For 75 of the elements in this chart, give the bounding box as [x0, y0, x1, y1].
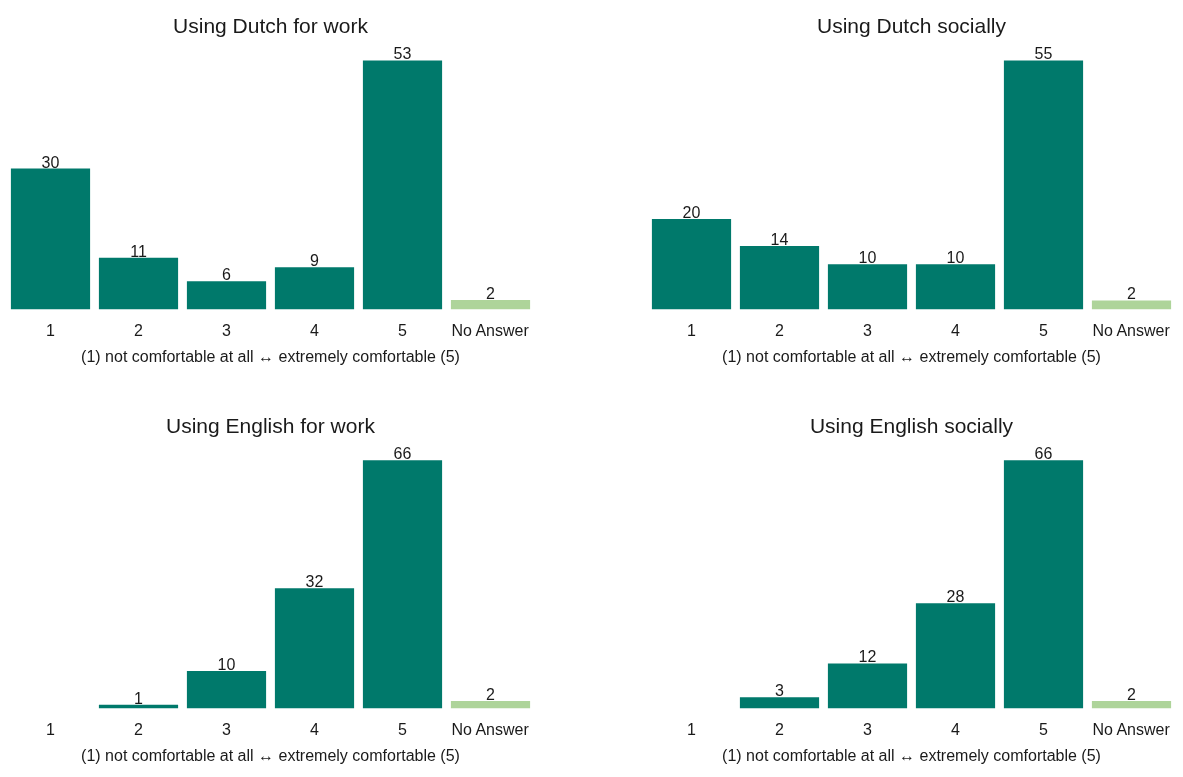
- bar: [1003, 460, 1084, 709]
- data-label: 11: [130, 242, 147, 260]
- data-label: 10: [858, 249, 877, 267]
- x-tick-label: 5: [398, 321, 408, 339]
- data-label: 66: [393, 445, 412, 463]
- x-tick-label: 4: [310, 321, 320, 339]
- x-tick-label: 2: [134, 321, 144, 339]
- chart-title: Using Dutch for work: [173, 13, 369, 37]
- bar: [450, 700, 531, 709]
- chart-title: Using English for work: [166, 413, 376, 437]
- x-axis-title: (1) not comfortable at all ↔ extremely comfortable (5): [81, 347, 460, 365]
- data-label: 32: [305, 573, 324, 591]
- bar: [10, 168, 91, 310]
- x-tick-label: 1: [687, 720, 697, 738]
- data-label: 55: [1034, 45, 1053, 63]
- x-tick-label: 5: [398, 720, 408, 738]
- data-label: 28: [946, 588, 965, 606]
- data-label: 9: [310, 252, 320, 270]
- x-tick-label: No Answer: [1092, 321, 1171, 339]
- x-axis-title: (1) not comfortable at all ↔ extremely comfortable (5): [722, 746, 1101, 764]
- bar: [186, 670, 267, 709]
- data-label: 2: [486, 685, 496, 703]
- bar: [651, 218, 732, 310]
- data-label: 14: [770, 231, 789, 249]
- bar: [915, 603, 996, 709]
- bar: [274, 267, 355, 310]
- x-tick-label: 1: [687, 321, 697, 339]
- data-label: 6: [222, 266, 232, 284]
- data-label: 66: [1034, 445, 1053, 463]
- chart-title: Using English socially: [809, 413, 1014, 437]
- bar: [450, 300, 531, 310]
- data-label: 20: [682, 203, 701, 221]
- bar: [274, 588, 355, 709]
- bar: [915, 264, 996, 310]
- x-tick-label: 2: [134, 720, 144, 738]
- data-label: 2: [486, 285, 496, 303]
- x-tick-label: 5: [1039, 321, 1049, 339]
- bar: [1003, 60, 1084, 310]
- data-label: 1: [134, 689, 144, 707]
- bar: [739, 246, 820, 310]
- bar: [362, 60, 443, 310]
- x-tick-label: 4: [951, 720, 961, 738]
- x-axis-title: (1) not comfortable at all ↔ extremely comfortable (5): [81, 746, 460, 764]
- data-label: 12: [858, 648, 877, 666]
- x-tick-label: No Answer: [1092, 720, 1171, 738]
- x-axis-title: (1) not comfortable at all ↔ extremely comfortable (5): [722, 347, 1101, 365]
- x-tick-label: No Answer: [451, 321, 530, 339]
- bar: [362, 460, 443, 709]
- x-tick-label: No Answer: [451, 720, 530, 738]
- x-tick-label: 4: [951, 321, 961, 339]
- x-tick-label: 1: [46, 321, 56, 339]
- data-label: 10: [217, 655, 236, 673]
- x-tick-label: 4: [310, 720, 320, 738]
- bar: [1091, 700, 1172, 709]
- x-tick-label: 3: [222, 321, 232, 339]
- data-label: 2: [1127, 685, 1137, 703]
- bar: [98, 257, 179, 310]
- x-tick-label: 5: [1039, 720, 1049, 738]
- data-label: 30: [41, 153, 60, 171]
- bar: [827, 264, 908, 310]
- data-label: 3: [775, 682, 785, 700]
- bar: [1091, 300, 1172, 310]
- bar: [186, 281, 267, 310]
- x-tick-label: 2: [775, 720, 785, 738]
- chart-title: Using Dutch socially: [816, 13, 1007, 37]
- bar: [739, 697, 820, 709]
- data-label: 2: [1127, 285, 1137, 303]
- x-tick-label: 3: [863, 720, 873, 738]
- x-tick-label: 3: [863, 321, 873, 339]
- data-label: 53: [393, 45, 412, 63]
- x-tick-label: 1: [46, 720, 56, 738]
- x-tick-label: 2: [775, 321, 785, 339]
- bar: [827, 663, 908, 709]
- data-label: 10: [946, 249, 965, 267]
- x-tick-label: 3: [222, 720, 232, 738]
